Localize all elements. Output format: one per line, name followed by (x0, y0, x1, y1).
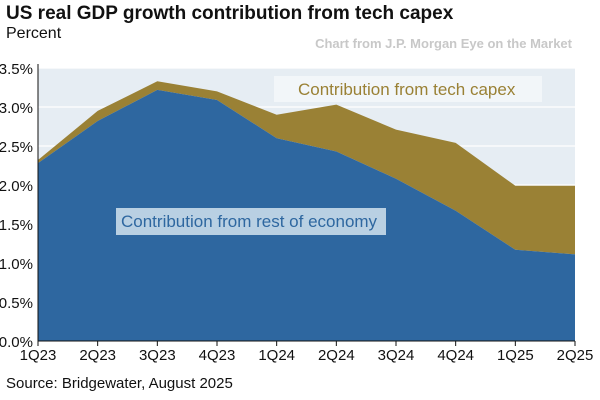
legend-rest-of-economy: Contribution from rest of economy (121, 212, 378, 231)
x-tick-label: 1Q25 (497, 347, 534, 364)
legend-rest-bg (116, 208, 386, 235)
x-tick-label: 4Q24 (437, 347, 474, 364)
legend-tech-bg (274, 76, 542, 102)
y-tick-label: 0.0% (0, 334, 33, 351)
x-tick-label: 4Q23 (199, 347, 236, 364)
chart-credit: Chart from J.P. Morgan Eye on the Market (315, 36, 572, 51)
y-tick-label: 3.5% (0, 61, 33, 78)
chart-title: US real GDP growth contribution from tec… (6, 3, 454, 24)
y-tick-label: 2.0% (0, 178, 33, 195)
source-note: Source: Bridgewater, August 2025 (6, 375, 233, 392)
x-tick-label: 1Q24 (258, 347, 295, 364)
y-tick-label: 2.5% (0, 139, 33, 156)
y-axis-label: Percent (6, 25, 62, 42)
x-tick-label: 2Q24 (318, 347, 355, 364)
y-tick-label: 1.5% (0, 217, 33, 234)
y-tick-label: 1.0% (0, 256, 33, 273)
y-tick-label: 3.0% (0, 100, 33, 117)
y-tick-label: 0.5% (0, 295, 33, 312)
legend-tech-capex: Contribution from tech capex (298, 80, 516, 99)
x-tick-label: 2Q23 (79, 347, 116, 364)
x-tick-label: 1Q23 (20, 347, 57, 364)
x-tick-label: 3Q23 (139, 347, 176, 364)
x-tick-label: 3Q24 (378, 347, 415, 364)
x-tick-label: 2Q25 (557, 347, 594, 364)
area-tech-capex (38, 81, 575, 255)
